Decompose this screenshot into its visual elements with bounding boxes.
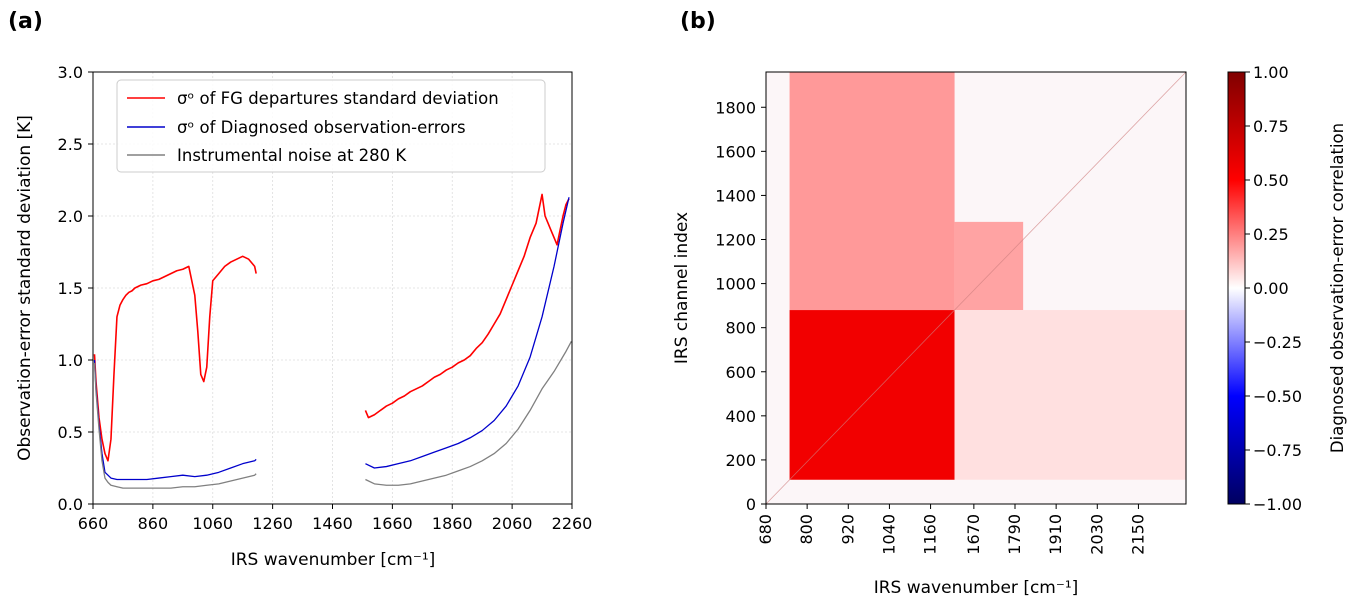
y-tick-label: 1600 bbox=[715, 142, 756, 161]
line-chart-a: 660 860 1060 1260 1460 1660 1860 2060 2260 0.00.… bbox=[15, 63, 592, 570]
x-tick-label: 920 bbox=[838, 514, 857, 545]
y-axis-label: Observation-error standard deviation [K] bbox=[15, 115, 35, 461]
x-tick-label: 800 bbox=[797, 514, 816, 545]
x-tick-label: 1670 bbox=[964, 514, 983, 555]
x-tick-label: 2060 bbox=[492, 514, 533, 533]
x-tick-label: 2030 bbox=[1087, 514, 1106, 555]
colorbar-label: Diagnosed observation-error correlation bbox=[1328, 123, 1347, 453]
x-tick-label: 1040 bbox=[879, 514, 898, 555]
panel-label-b: (b) bbox=[680, 9, 716, 34]
x-tick-label: 860 bbox=[138, 514, 169, 533]
y-tick-label: 1800 bbox=[715, 98, 756, 117]
series-line-1 bbox=[365, 197, 570, 469]
series-line-2 bbox=[365, 340, 572, 486]
colorbar-tick-label: −0.75 bbox=[1253, 441, 1302, 460]
colorbar-tick-label: 0.25 bbox=[1253, 225, 1289, 244]
series-line-0 bbox=[93, 255, 257, 462]
y-tick-label: 2.0 bbox=[58, 207, 83, 226]
y-tick-label: 1400 bbox=[715, 186, 756, 205]
heatmap-block bbox=[789, 72, 955, 311]
legend: σᵒ of FG departures standard deviation σ… bbox=[116, 79, 546, 173]
colorbar-tick-label: 0.00 bbox=[1253, 279, 1289, 298]
y-tick-label: 600 bbox=[725, 363, 756, 382]
x-tick-label: 1660 bbox=[372, 514, 413, 533]
heatmap-chart-b: 680 800 920 1040 1160 1670 1790 1910 2030 2150 0 2… bbox=[672, 63, 1347, 598]
x-axis-ticks: 660 860 1060 1260 1460 1660 1860 2060 2260 bbox=[78, 504, 593, 533]
x-axis-label: IRS wavenumber [cm⁻¹] bbox=[874, 578, 1079, 598]
x-tick-label: 1160 bbox=[921, 514, 940, 555]
series-line-1 bbox=[93, 359, 257, 481]
legend-label-diagnosed: σᵒ of Diagnosed observation-errors bbox=[177, 118, 466, 137]
colorbar-tick-label: 1.00 bbox=[1253, 63, 1289, 82]
colorbar-tick-label: 0.75 bbox=[1253, 117, 1289, 136]
x-tick-label: 1260 bbox=[252, 514, 293, 533]
x-tick-label: 660 bbox=[78, 514, 109, 533]
colorbar-gradient bbox=[1227, 71, 1246, 505]
heatmap-block bbox=[954, 310, 1186, 480]
x-tick-label: 2150 bbox=[1128, 514, 1147, 555]
legend-box bbox=[116, 79, 546, 173]
colorbar-tick-label: 0.50 bbox=[1253, 171, 1289, 190]
x-tick-label: 1060 bbox=[192, 514, 233, 533]
x-tick-label: 1910 bbox=[1046, 514, 1065, 555]
x-tick-label: 1790 bbox=[1005, 514, 1024, 555]
y-tick-label: 1.0 bbox=[58, 351, 83, 370]
y-tick-label: 1.5 bbox=[58, 279, 83, 298]
heatmap-block bbox=[954, 221, 1024, 311]
x-tick-label: 680 bbox=[756, 514, 775, 545]
colorbar: 1.00 0.75 0.50 0.25 0.00 −0.25 −0.50 −0.75 −1.00… bbox=[1227, 63, 1347, 514]
y-tick-label: 1200 bbox=[715, 231, 756, 250]
y-tick-label: 1000 bbox=[715, 275, 756, 294]
x-tick-label: 2260 bbox=[552, 514, 593, 533]
y-axis-ticks: 0.0 0.5 1.0 1.5 2.0 2.5 3.0 bbox=[58, 63, 93, 514]
colorbar-tick-label: −0.25 bbox=[1253, 333, 1302, 352]
y-tick-label: 0.5 bbox=[58, 423, 83, 442]
heatmap-diagonal bbox=[765, 71, 1187, 505]
colorbar-tick-label: −0.50 bbox=[1253, 387, 1302, 406]
y-axis-ticks: 0 200 400 600 800 1000 1200 1400 1600 1800 bbox=[715, 98, 766, 514]
y-axis-label: IRS channel index bbox=[672, 212, 692, 364]
y-tick-label: 2.5 bbox=[58, 135, 83, 154]
y-tick-label: 800 bbox=[725, 319, 756, 338]
legend-label-noise: Instrumental noise at 280 K bbox=[177, 146, 407, 165]
x-axis-ticks: 680 800 920 1040 1160 1670 1790 1910 2030 2150 bbox=[756, 504, 1147, 555]
colorbar-tick-label: −1.00 bbox=[1253, 495, 1302, 514]
x-axis-label: IRS wavenumber [cm⁻¹] bbox=[231, 550, 436, 570]
x-tick-label: 1860 bbox=[432, 514, 473, 533]
y-tick-label: 400 bbox=[725, 407, 756, 426]
y-tick-label: 0.0 bbox=[58, 495, 83, 514]
series-line-2 bbox=[93, 362, 257, 489]
panel-label-a: (a) bbox=[8, 9, 43, 34]
y-tick-label: 3.0 bbox=[58, 63, 83, 82]
x-tick-label: 1460 bbox=[312, 514, 353, 533]
series-line-0 bbox=[364, 193, 570, 419]
y-tick-label: 0 bbox=[746, 495, 756, 514]
y-tick-label: 200 bbox=[725, 451, 756, 470]
colorbar-ticks: 1.00 0.75 0.50 0.25 0.00 −0.25 −0.50 −0.75 −1.00 bbox=[1245, 63, 1302, 514]
legend-label-fg: σᵒ of FG departures standard deviation bbox=[177, 89, 499, 108]
series-group bbox=[93, 193, 572, 489]
heatmap-frame bbox=[765, 71, 1187, 505]
